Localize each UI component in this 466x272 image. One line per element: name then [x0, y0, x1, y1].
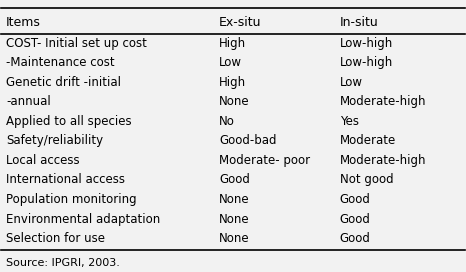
Text: Environmental adaptation: Environmental adaptation: [6, 212, 160, 225]
Text: Moderate-high: Moderate-high: [340, 154, 426, 167]
Text: None: None: [219, 95, 250, 108]
Text: Local access: Local access: [6, 154, 80, 167]
Text: In-situ: In-situ: [340, 16, 378, 29]
Text: None: None: [219, 212, 250, 225]
Text: Good: Good: [340, 232, 370, 245]
Text: Good: Good: [219, 174, 250, 186]
Text: Safety/reliability: Safety/reliability: [6, 134, 103, 147]
Text: Low-high: Low-high: [340, 37, 393, 50]
Text: None: None: [219, 193, 250, 206]
Text: -annual: -annual: [6, 95, 51, 108]
Text: Moderate-high: Moderate-high: [340, 95, 426, 108]
Text: No: No: [219, 115, 235, 128]
Text: Low-high: Low-high: [340, 56, 393, 69]
Text: High: High: [219, 76, 246, 89]
Text: Items: Items: [6, 16, 41, 29]
Text: Applied to all species: Applied to all species: [6, 115, 132, 128]
Text: High: High: [219, 37, 246, 50]
Text: Moderate: Moderate: [340, 134, 396, 147]
Text: Low: Low: [340, 76, 363, 89]
Text: None: None: [219, 232, 250, 245]
Text: Genetic drift -initial: Genetic drift -initial: [6, 76, 121, 89]
Text: Yes: Yes: [340, 115, 358, 128]
Text: Low: Low: [219, 56, 242, 69]
Text: -Maintenance cost: -Maintenance cost: [6, 56, 115, 69]
Text: COST- Initial set up cost: COST- Initial set up cost: [6, 37, 147, 50]
Text: Not good: Not good: [340, 174, 393, 186]
Text: Selection for use: Selection for use: [6, 232, 105, 245]
Text: Good-bad: Good-bad: [219, 134, 277, 147]
Text: International access: International access: [6, 174, 125, 186]
Text: Population monitoring: Population monitoring: [6, 193, 137, 206]
Text: Ex-situ: Ex-situ: [219, 16, 261, 29]
Text: Moderate- poor: Moderate- poor: [219, 154, 310, 167]
Text: Source: IPGRI, 2003.: Source: IPGRI, 2003.: [6, 258, 120, 268]
Text: Good: Good: [340, 212, 370, 225]
Text: Good: Good: [340, 193, 370, 206]
